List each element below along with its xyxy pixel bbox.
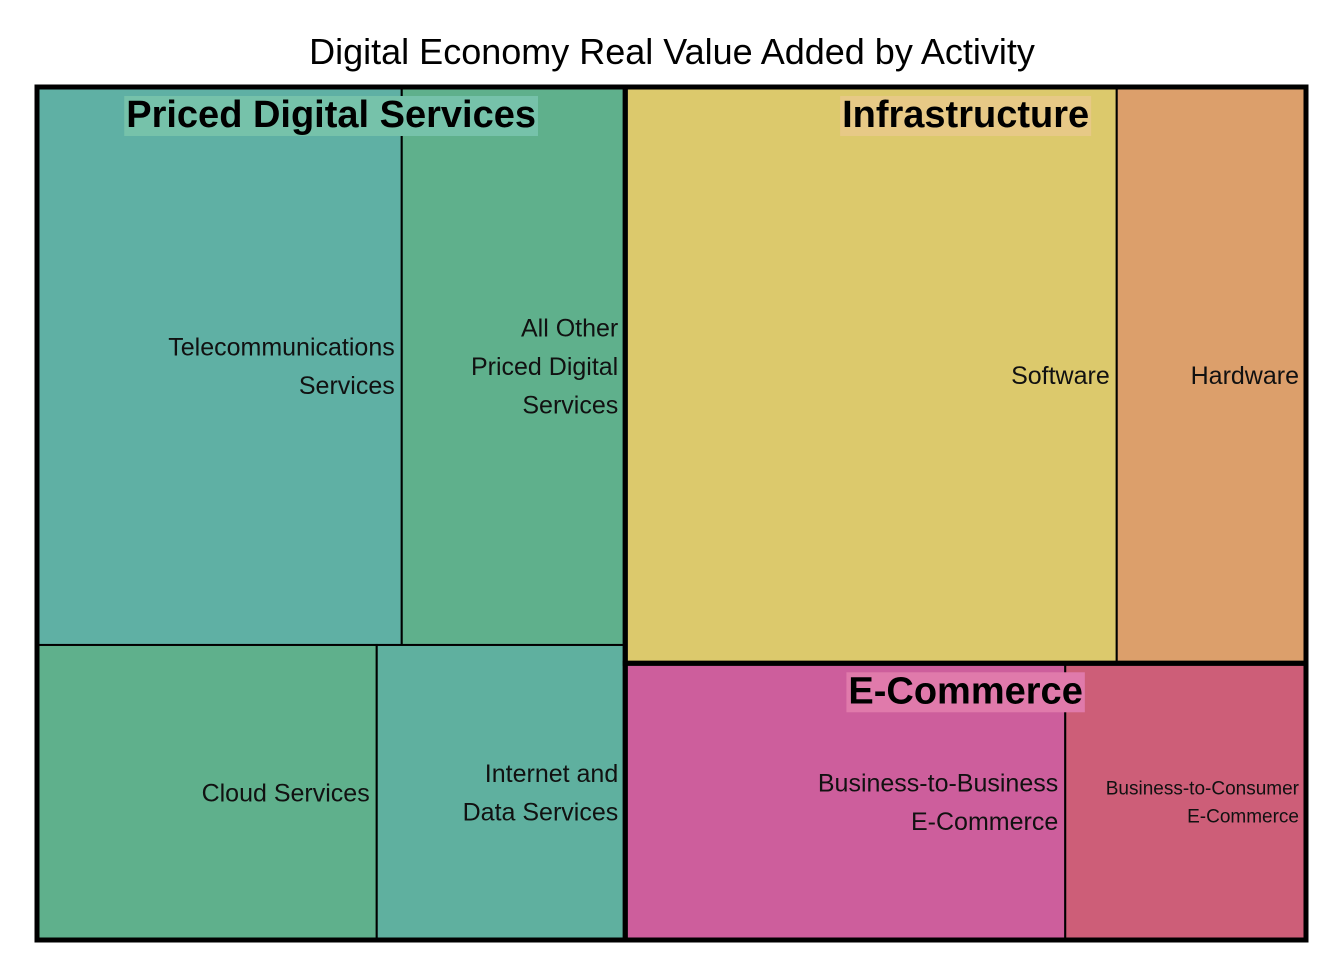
group-label-e-commerce: E-Commerce xyxy=(848,670,1082,712)
tile-label-telecommunications-services: Telecommunications Services xyxy=(168,334,395,401)
tile-label-hardware: Hardware xyxy=(1191,362,1299,390)
group-label-infrastructure: Infrastructure xyxy=(842,94,1089,136)
treemap-frame xyxy=(34,84,1309,943)
group-label-bg-infrastructure xyxy=(840,96,1092,136)
chart-title: Digital Economy Real Value Added by Acti… xyxy=(309,31,1035,72)
treemap-tile-software xyxy=(624,86,1118,665)
treemap-tile-telecommunications-services xyxy=(36,86,403,646)
treemap-tile-internet-and-data-services xyxy=(375,643,627,942)
tile-label-business-to-consumer-e-commerce: Business-to-Consumer E-Commerce xyxy=(1106,779,1300,828)
group-label-bg-priced-digital-services xyxy=(124,96,539,136)
tile-label-software: Software xyxy=(1011,362,1110,390)
tile-label-business-to-business-e-commerce: Business-to-Business E-Commerce xyxy=(818,769,1058,836)
treemap-tile-cloud-services xyxy=(36,643,378,942)
treemap-tile-hardware xyxy=(1115,86,1307,665)
tile-label-cloud-services: Cloud Services xyxy=(202,779,370,807)
treemap-tile-business-to-consumer-e-commerce xyxy=(1064,662,1307,941)
tile-label-all-other-priced-digital-services: All Other Priced Digital Services xyxy=(471,314,618,419)
group-label-bg-e-commerce xyxy=(846,672,1085,713)
group-label-priced-digital-services: Priced Digital Services xyxy=(126,94,536,136)
tile-label-internet-and-data-services: Internet and Data Services xyxy=(463,760,619,827)
